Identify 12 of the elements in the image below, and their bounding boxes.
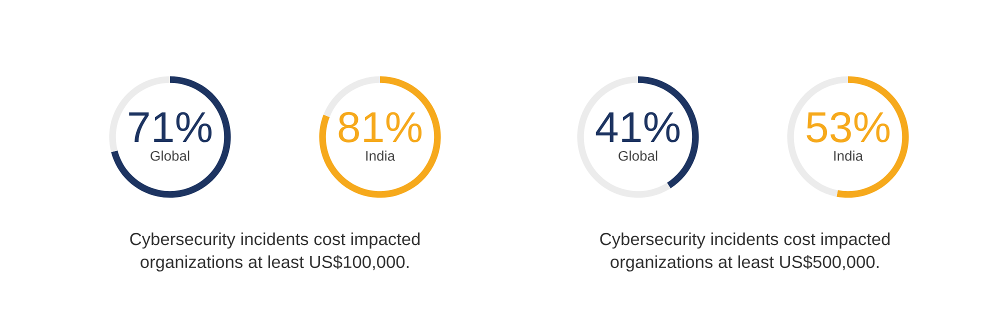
- slice-label: Global: [150, 150, 190, 161]
- donut-slice: [319, 76, 441, 198]
- donut-slice: [111, 76, 231, 198]
- data-label: 53%: [806, 112, 890, 142]
- slice-label: Global: [618, 150, 658, 161]
- data-label: 81%: [338, 112, 422, 142]
- data-label: 71%: [129, 112, 212, 142]
- text: Cybersecurity incidents cost impacted organizations at least US$100,000.: [130, 232, 420, 272]
- data-label: 41%: [596, 112, 680, 142]
- slice-label: India: [834, 150, 864, 161]
- text: Cybersecurity incidents cost impacted organizations at least US$500,000.: [600, 232, 890, 272]
- slice-label: India: [366, 150, 396, 161]
